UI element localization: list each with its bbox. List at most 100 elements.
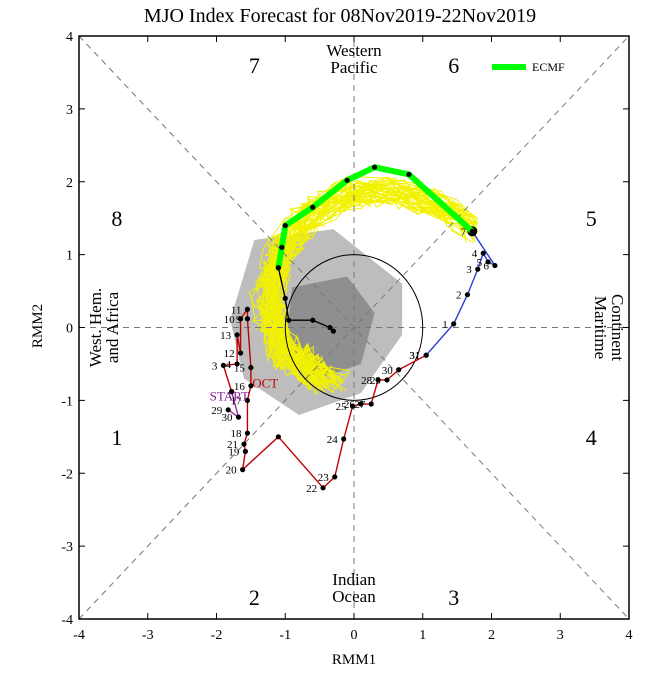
point-label: 4	[226, 359, 232, 371]
phase-label: 5	[586, 206, 597, 231]
data-point	[384, 377, 390, 383]
y-tick-label: -2	[61, 467, 73, 482]
data-point	[327, 324, 333, 331]
point-label: 11	[231, 304, 242, 316]
x-axis-label: RMM1	[332, 652, 376, 668]
point-label: 30	[382, 365, 394, 377]
x-tick-label: -2	[211, 628, 223, 643]
y-tick-label: 2	[66, 176, 73, 191]
ensemble-member	[258, 181, 479, 376]
ensemble-member	[262, 186, 477, 387]
data-point	[282, 295, 288, 301]
data-point	[358, 401, 364, 407]
data-point	[469, 228, 475, 234]
phase-label: 1	[111, 425, 122, 450]
series-observed-nov: 31 1 2 345 6 7	[409, 226, 498, 362]
y-axis-label: RMM2	[30, 304, 46, 348]
data-point	[464, 292, 471, 298]
series-line	[275, 164, 475, 269]
point-label: 6	[483, 261, 489, 273]
phase-guides	[78, 35, 630, 620]
start-label: START	[210, 388, 249, 403]
data-point	[372, 164, 378, 170]
y-tick-label: 3	[66, 103, 73, 118]
phase-label: 6	[448, 53, 459, 78]
data-point	[406, 171, 412, 178]
data-point	[244, 397, 251, 403]
data-point	[220, 362, 226, 368]
ensemble-member	[255, 184, 476, 367]
point-label: 27	[354, 399, 366, 411]
region-label-left: and Africa	[103, 291, 122, 363]
data-point	[275, 265, 281, 271]
data-point	[344, 177, 350, 183]
point-label: 10	[224, 314, 236, 326]
data-point	[286, 317, 292, 323]
region-label-left: West. Hem.	[86, 288, 105, 367]
point-label: 12	[224, 348, 235, 360]
y-tick-label: 1	[66, 249, 73, 264]
x-tick-label: -4	[73, 628, 85, 643]
point-label: 23	[318, 472, 330, 484]
data-point	[341, 436, 347, 442]
data-point	[396, 367, 402, 373]
point-label: 31	[409, 350, 420, 362]
data-point	[480, 250, 486, 256]
data-point	[485, 259, 491, 265]
region-label-top: Western	[326, 41, 382, 60]
point-label: 17	[230, 395, 242, 407]
data-point	[275, 434, 281, 440]
data-point	[234, 332, 240, 338]
point-label: 7	[461, 226, 467, 238]
data-point	[350, 403, 356, 409]
x-tick-label: 3	[557, 628, 564, 643]
point-label: 25	[336, 401, 348, 413]
data-point	[235, 414, 242, 420]
point-label: 26	[344, 399, 356, 411]
data-point	[475, 266, 481, 272]
data-point	[451, 321, 457, 327]
x-tick-label: -1	[279, 628, 291, 643]
point-label: 5	[477, 257, 483, 269]
data-point	[241, 441, 247, 447]
y-tick-label: -1	[61, 394, 73, 409]
point-label: 29	[370, 375, 382, 387]
point-label: 24	[327, 434, 339, 446]
data-point	[225, 407, 231, 413]
point-label: 31	[409, 350, 420, 362]
ensemble-member	[251, 182, 472, 369]
series-ECMF	[275, 164, 475, 271]
point-label: 15	[234, 363, 246, 375]
data-point	[237, 350, 244, 356]
point-label: 1	[442, 319, 448, 331]
data-point	[332, 474, 338, 480]
region-label-bottom: Ocean	[332, 587, 376, 606]
phase-label: 8	[111, 206, 122, 231]
x-tick-label: 4	[626, 628, 633, 643]
y-tick-label: 4	[66, 30, 73, 45]
point-label: 3	[466, 264, 472, 276]
point-label: 19	[228, 446, 240, 458]
data-point	[240, 467, 246, 473]
y-tick-label: 0	[66, 322, 73, 337]
data-point	[375, 377, 381, 383]
y-tick-label: -4	[61, 613, 73, 628]
point-label: 18	[230, 428, 242, 440]
phase-label: 3	[448, 585, 459, 610]
data-point	[282, 222, 288, 229]
unit-circle	[284, 254, 424, 401]
ensemble-member	[261, 187, 473, 380]
phase-label: 7	[249, 53, 260, 78]
x-tick-label: 0	[351, 628, 358, 643]
chart-title: MJO Index Forecast for 08Nov2019-22Nov20…	[144, 5, 536, 27]
region-label-bottom: Indian	[332, 570, 376, 589]
x-tick-label: 1	[419, 628, 426, 643]
month-label: OCT	[252, 375, 278, 390]
point-label: 9	[236, 314, 242, 326]
x-tick-label: 2	[488, 628, 495, 643]
point-label: 22	[306, 483, 317, 495]
